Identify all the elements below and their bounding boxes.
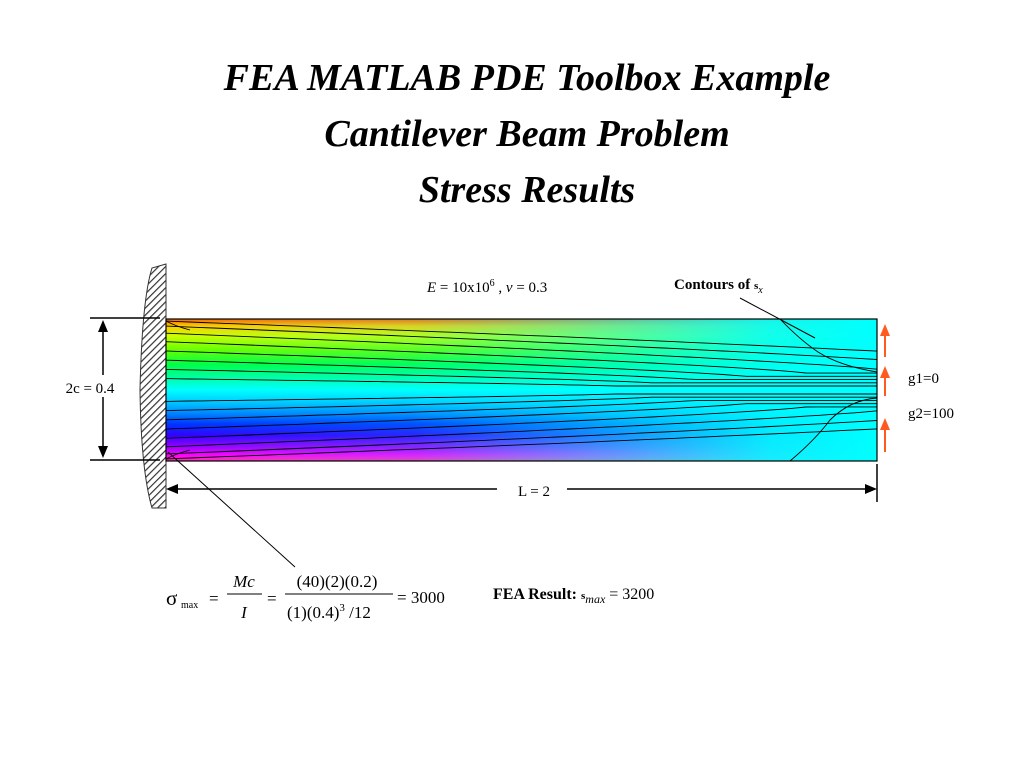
arrow-up-icon <box>880 324 890 357</box>
numerator-2: (40)(2)(0.2) <box>297 572 378 591</box>
denominator-1: I <box>240 603 248 622</box>
equals-1: = <box>209 589 219 608</box>
title-line-3: Stress Results <box>418 169 636 211</box>
contour-line <box>166 320 877 352</box>
contour-line <box>166 350 877 377</box>
contour-line <box>166 341 877 374</box>
contour-line <box>166 420 877 455</box>
max-stress-leader-line <box>167 451 296 568</box>
arrow-up-icon <box>880 418 890 452</box>
contour-line <box>166 449 191 460</box>
formula-result: = 3000 <box>397 588 445 607</box>
boundary-g2: g2=100 <box>908 406 954 422</box>
contour-line <box>789 397 877 461</box>
length-label: L = 2 <box>518 484 550 500</box>
contours-label: Contours of sx <box>674 277 763 296</box>
length-dimension <box>166 464 878 502</box>
title-block: FEA MATLAB PDE Toolbox Example Cantileve… <box>0 50 1024 218</box>
contour-line <box>166 368 877 384</box>
contours-leader-line <box>739 297 816 339</box>
contour-line <box>166 399 877 421</box>
contour-line <box>166 428 877 460</box>
contour-line <box>166 325 877 360</box>
contour-line <box>166 406 877 439</box>
stress-formula: σ max = Mc I = (40)(2)(0.2) (1)(0.4)3 /1… <box>166 572 445 622</box>
boundary-g1: g1=0 <box>908 371 939 387</box>
equals-2: = <box>267 589 277 608</box>
denominator-2: (1)(0.4)3 /12 <box>287 602 371 622</box>
arrow-up-icon <box>880 366 890 396</box>
sigma-subscript: max <box>181 600 198 611</box>
fea-result: FEA Result: smax = 3200 <box>493 586 654 606</box>
contour-line <box>166 332 877 370</box>
beam-outline <box>165 318 878 462</box>
material-properties: E = 10x106 , v = 0.3 <box>426 278 547 296</box>
wall-support <box>139 263 167 509</box>
contour-line <box>166 378 877 387</box>
contour-line <box>166 359 877 381</box>
contour-lines <box>166 319 877 461</box>
contour-line <box>166 393 877 402</box>
stress-field <box>166 319 877 461</box>
load-arrows <box>880 324 890 452</box>
numerator-1: Mc <box>232 572 255 591</box>
contour-line <box>166 403 877 430</box>
contour-line <box>166 320 191 331</box>
contour-line <box>779 319 877 373</box>
title-line-2: Cantilever Beam Problem <box>324 113 730 155</box>
sigma-symbol: σ <box>166 586 177 610</box>
height-label: 2c = 0.4 <box>66 381 115 397</box>
title-line-1: FEA MATLAB PDE Toolbox Example <box>223 57 831 99</box>
contour-line <box>166 396 877 412</box>
contour-line <box>166 410 877 448</box>
